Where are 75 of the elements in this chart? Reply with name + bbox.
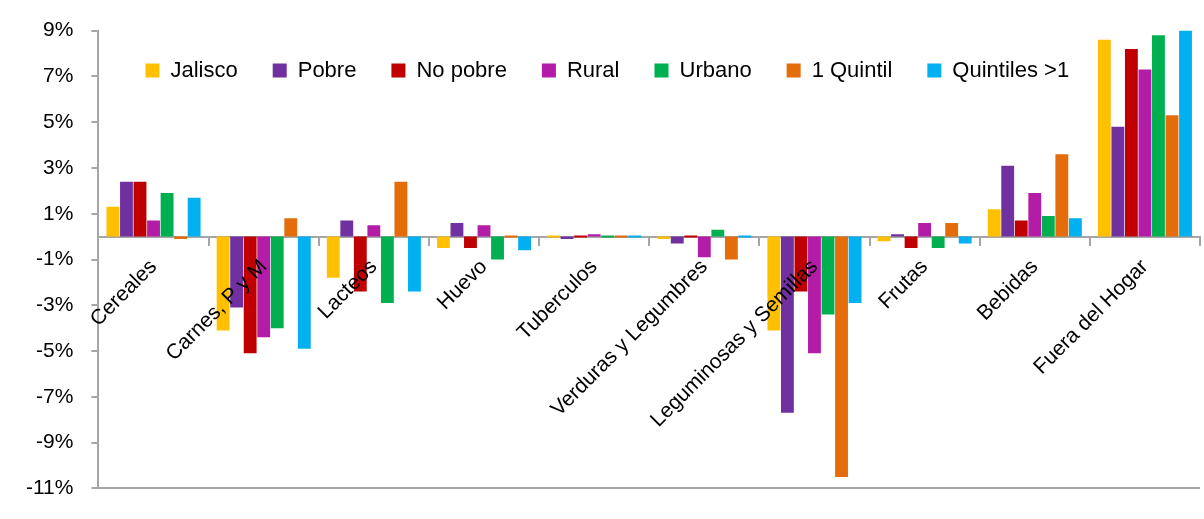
bar — [1097, 39, 1111, 237]
bar — [133, 181, 147, 237]
bar — [1055, 154, 1069, 237]
bar — [367, 225, 381, 237]
bar — [380, 236, 394, 303]
bar — [987, 209, 1001, 237]
bar — [504, 235, 518, 238]
bar — [835, 236, 848, 477]
bar — [697, 236, 711, 258]
bar — [284, 218, 298, 237]
y-tick-label: 9% — [43, 17, 74, 41]
bar — [711, 229, 725, 237]
bar — [574, 235, 588, 238]
legend-label: Quintiles >1 — [952, 56, 1070, 82]
legend-label: 1 Quintil — [811, 56, 893, 82]
y-tick-label: -11% — [26, 475, 74, 499]
bar — [408, 236, 421, 292]
bar — [450, 222, 464, 237]
bar — [120, 181, 133, 237]
bar — [1041, 216, 1055, 237]
bar — [601, 235, 615, 238]
bar — [394, 181, 408, 237]
bar — [587, 234, 601, 237]
bar — [1001, 165, 1015, 237]
bar — [848, 236, 862, 303]
y-tick-label: -5% — [36, 337, 74, 361]
bar — [891, 234, 904, 237]
bar — [738, 235, 752, 238]
bar — [1152, 35, 1165, 237]
bar — [1028, 193, 1042, 237]
bar — [918, 222, 932, 237]
bar — [160, 193, 174, 237]
bar — [1014, 220, 1028, 237]
bar — [1068, 218, 1082, 237]
bar — [340, 220, 354, 237]
y-tick-label: -9% — [36, 429, 74, 453]
legend-label: Jalisco — [170, 56, 238, 82]
bar — [931, 236, 945, 249]
bar — [1179, 30, 1192, 237]
bar — [147, 220, 160, 237]
bar — [684, 235, 698, 238]
legend-label: Pobre — [297, 56, 357, 82]
bar — [106, 206, 120, 237]
bar — [945, 222, 959, 237]
bar — [1138, 69, 1152, 237]
bar — [1124, 48, 1138, 237]
y-tick-label: 7% — [43, 63, 74, 87]
bar — [1111, 126, 1125, 237]
bar — [560, 236, 574, 239]
bar — [491, 236, 504, 260]
bar — [657, 236, 671, 239]
bar — [1165, 115, 1179, 237]
bar — [518, 236, 532, 251]
bar — [297, 236, 311, 349]
bar — [464, 236, 477, 249]
bar — [270, 236, 284, 329]
bar — [904, 236, 918, 249]
bar — [477, 225, 491, 237]
bar — [547, 235, 560, 238]
bar — [724, 236, 738, 260]
bar — [821, 236, 835, 315]
bar — [436, 236, 450, 249]
bar — [628, 235, 642, 238]
bar — [187, 197, 201, 237]
y-tick-label: -3% — [36, 292, 74, 316]
legend-label: Urbano — [679, 56, 752, 82]
y-tick-label: -1% — [36, 246, 74, 270]
legend-label: Rural — [566, 56, 620, 82]
bar — [614, 235, 628, 238]
bar — [174, 236, 188, 239]
legend-label: No pobre — [416, 56, 507, 82]
y-tick-label: 3% — [43, 154, 74, 178]
y-tick-label: 1% — [43, 200, 74, 224]
y-tick-label: 5% — [43, 108, 74, 132]
y-tick-label: -7% — [36, 383, 74, 407]
